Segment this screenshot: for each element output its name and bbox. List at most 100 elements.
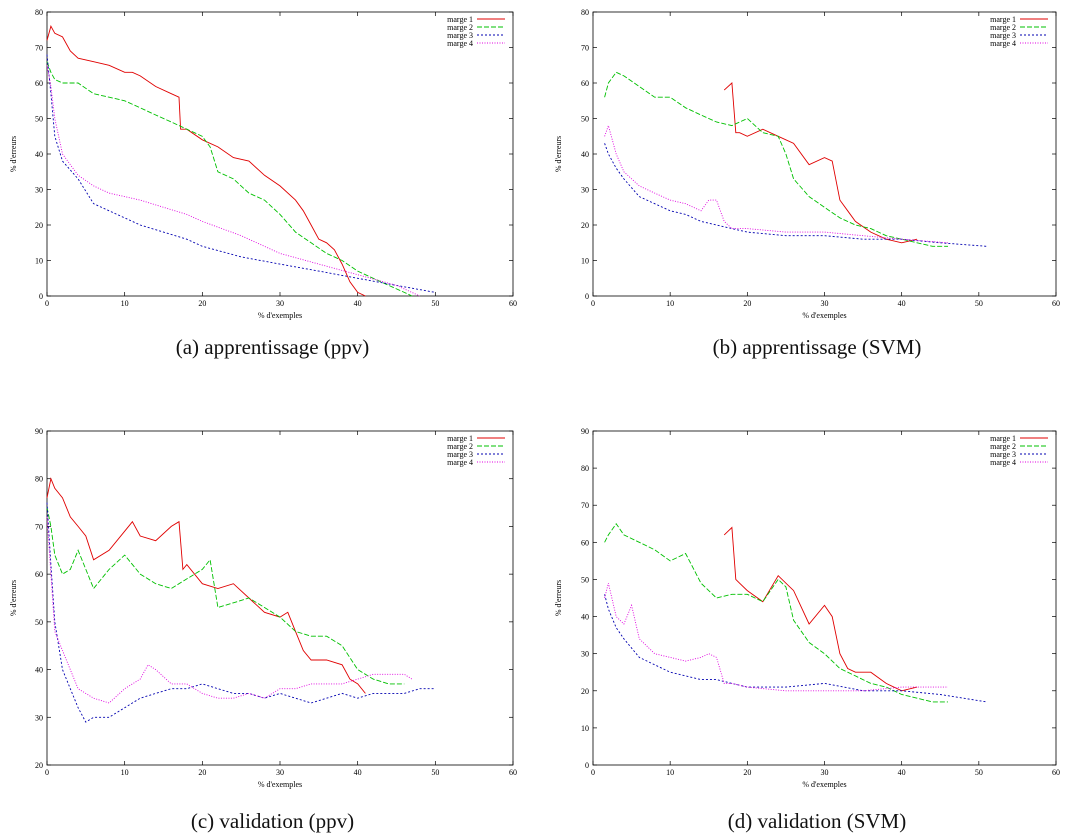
plot-frame: [592, 430, 1057, 766]
series-line-marge-4: [46, 65, 420, 297]
legend-label: marge 2: [447, 442, 473, 451]
y-axis-label: % d'erreurs: [9, 580, 18, 616]
legend-label: marge 3: [447, 31, 473, 40]
legend-label: marge 4: [447, 458, 473, 467]
y-tick-label: 50: [581, 575, 589, 584]
x-tick-label: 40: [354, 299, 362, 308]
x-tick-label: 30: [276, 299, 284, 308]
y-tick-label: 60: [581, 538, 589, 547]
y-axis-label: % d'erreurs: [554, 580, 563, 616]
caption-a: (a) apprentissage (ppv): [175, 335, 370, 359]
x-tick-label: 0: [591, 299, 595, 308]
y-tick-label: 20: [581, 687, 589, 696]
series-line-marge-1: [46, 477, 366, 694]
x-tick-label: 40: [898, 299, 906, 308]
y-tick-label: 10: [35, 257, 43, 266]
y-tick-label: 50: [581, 115, 589, 124]
x-tick-label: 50: [431, 768, 439, 777]
plot-frame: [46, 430, 514, 766]
series-line-marge-2: [46, 507, 405, 685]
x-tick-label: 30: [821, 768, 829, 777]
y-tick-label: 30: [581, 186, 589, 195]
series-line-marge-2: [604, 523, 948, 703]
plot-frame: [46, 11, 514, 297]
y-tick-label: 60: [581, 79, 589, 88]
y-tick-label: 70: [581, 44, 589, 53]
y-tick-label: 50: [35, 115, 43, 124]
series-line-marge-4: [604, 583, 948, 692]
y-tick-label: 30: [35, 186, 43, 195]
series-line-marge-4: [46, 516, 413, 704]
y-tick-label: 20: [35, 761, 43, 770]
legend-label: marge 1: [990, 15, 1016, 24]
y-tick-label: 80: [35, 475, 43, 484]
x-tick-label: 60: [1052, 299, 1060, 308]
caption-b: (b) apprentissage (SVM): [712, 335, 922, 359]
y-tick-label: 60: [35, 570, 43, 579]
x-tick-label: 20: [743, 768, 751, 777]
x-tick-label: 60: [1052, 768, 1060, 777]
x-tick-label: 20: [198, 299, 206, 308]
x-tick-label: 0: [591, 768, 595, 777]
chart-panel-c: 0 10 20 30 40 50 60 20 30 40 50 60 70 80 90 % d'exemple…: [0, 419, 545, 838]
chart-d: 0 10 20 30 40 50 60 0 10 20 30 40 50 60 70 80 90 % d'exem…: [554, 427, 1060, 789]
y-tick-label: 30: [35, 713, 43, 722]
y-tick-label: 40: [35, 666, 43, 675]
x-axis-label: % d'exemples: [802, 311, 846, 320]
y-tick-label: 10: [581, 724, 589, 733]
series-line-marge-3: [604, 143, 987, 247]
y-tick-label: 70: [35, 522, 43, 531]
y-tick-label: 40: [581, 613, 589, 622]
x-tick-label: 20: [198, 768, 206, 777]
y-tick-label: 10: [581, 257, 589, 266]
chart-a: 0 10 20 30 40 50 60 0 10 20 30 40 50 60 70 80 % d'exempl…: [9, 8, 517, 320]
x-tick-label: 10: [666, 299, 674, 308]
legend-label: marge 2: [990, 23, 1016, 32]
y-tick-label: 50: [35, 618, 43, 627]
y-tick-label: 80: [581, 8, 589, 17]
legend-label: marge 4: [990, 39, 1016, 48]
chart-panel-b: 0 10 20 30 40 50 60 0 10 20 30 40 50 60 70 80 % d'exempl…: [545, 0, 1089, 419]
x-tick-label: 30: [276, 768, 284, 777]
x-tick-label: 60: [509, 768, 517, 777]
chart-b: 0 10 20 30 40 50 60 0 10 20 30 40 50 60 70 80 % d'exempl…: [554, 8, 1060, 320]
y-tick-label: 20: [581, 221, 589, 230]
series-line-marge-1: [723, 82, 918, 244]
x-axis-label: % d'exemples: [258, 780, 302, 789]
y-tick-label: 70: [581, 501, 589, 510]
legend-label: marge 3: [990, 31, 1016, 40]
x-axis-label: % d'exemples: [802, 780, 846, 789]
x-tick-label: 30: [821, 299, 829, 308]
legend-label: marge 4: [447, 39, 473, 48]
chart-panel-d: 0 10 20 30 40 50 60 0 10 20 30 40 50 60 70 80 90 % d'exem…: [545, 419, 1089, 838]
y-tick-label: 80: [35, 8, 43, 17]
chart-panel-a: 0 10 20 30 40 50 60 0 10 20 30 40 50 60 70 80 % d'exempl…: [0, 0, 545, 419]
x-tick-label: 0: [45, 768, 49, 777]
y-tick-label: 60: [35, 79, 43, 88]
series-line-marge-3: [604, 594, 987, 703]
series-line-marge-4: [604, 124, 949, 244]
legend-label: marge 1: [447, 15, 473, 24]
legend-label: marge 3: [447, 450, 473, 459]
series-line-marge-3: [46, 502, 436, 723]
x-tick-label: 10: [666, 768, 674, 777]
x-tick-label: 50: [975, 768, 983, 777]
y-axis-label: % d'erreurs: [554, 136, 563, 172]
series-line-marge-3: [46, 54, 436, 293]
y-tick-label: 90: [581, 427, 589, 436]
y-tick-label: 90: [35, 427, 43, 436]
x-tick-label: 60: [509, 299, 517, 308]
y-tick-label: 0: [39, 292, 43, 301]
series-line-marge-1: [46, 25, 366, 297]
series-line-marge-2: [604, 71, 948, 247]
x-tick-label: 40: [898, 768, 906, 777]
x-axis-label: % d'exemples: [258, 311, 302, 320]
caption-d: (d) validation (SVM): [727, 809, 907, 833]
y-axis-label: % d'erreurs: [9, 136, 18, 172]
y-tick-label: 0: [585, 292, 589, 301]
legend-label: marge 4: [990, 458, 1016, 467]
series-line-marge-2: [46, 61, 413, 297]
legend-label: marge 2: [990, 442, 1016, 451]
x-tick-label: 0: [45, 299, 49, 308]
x-tick-label: 50: [975, 299, 983, 308]
